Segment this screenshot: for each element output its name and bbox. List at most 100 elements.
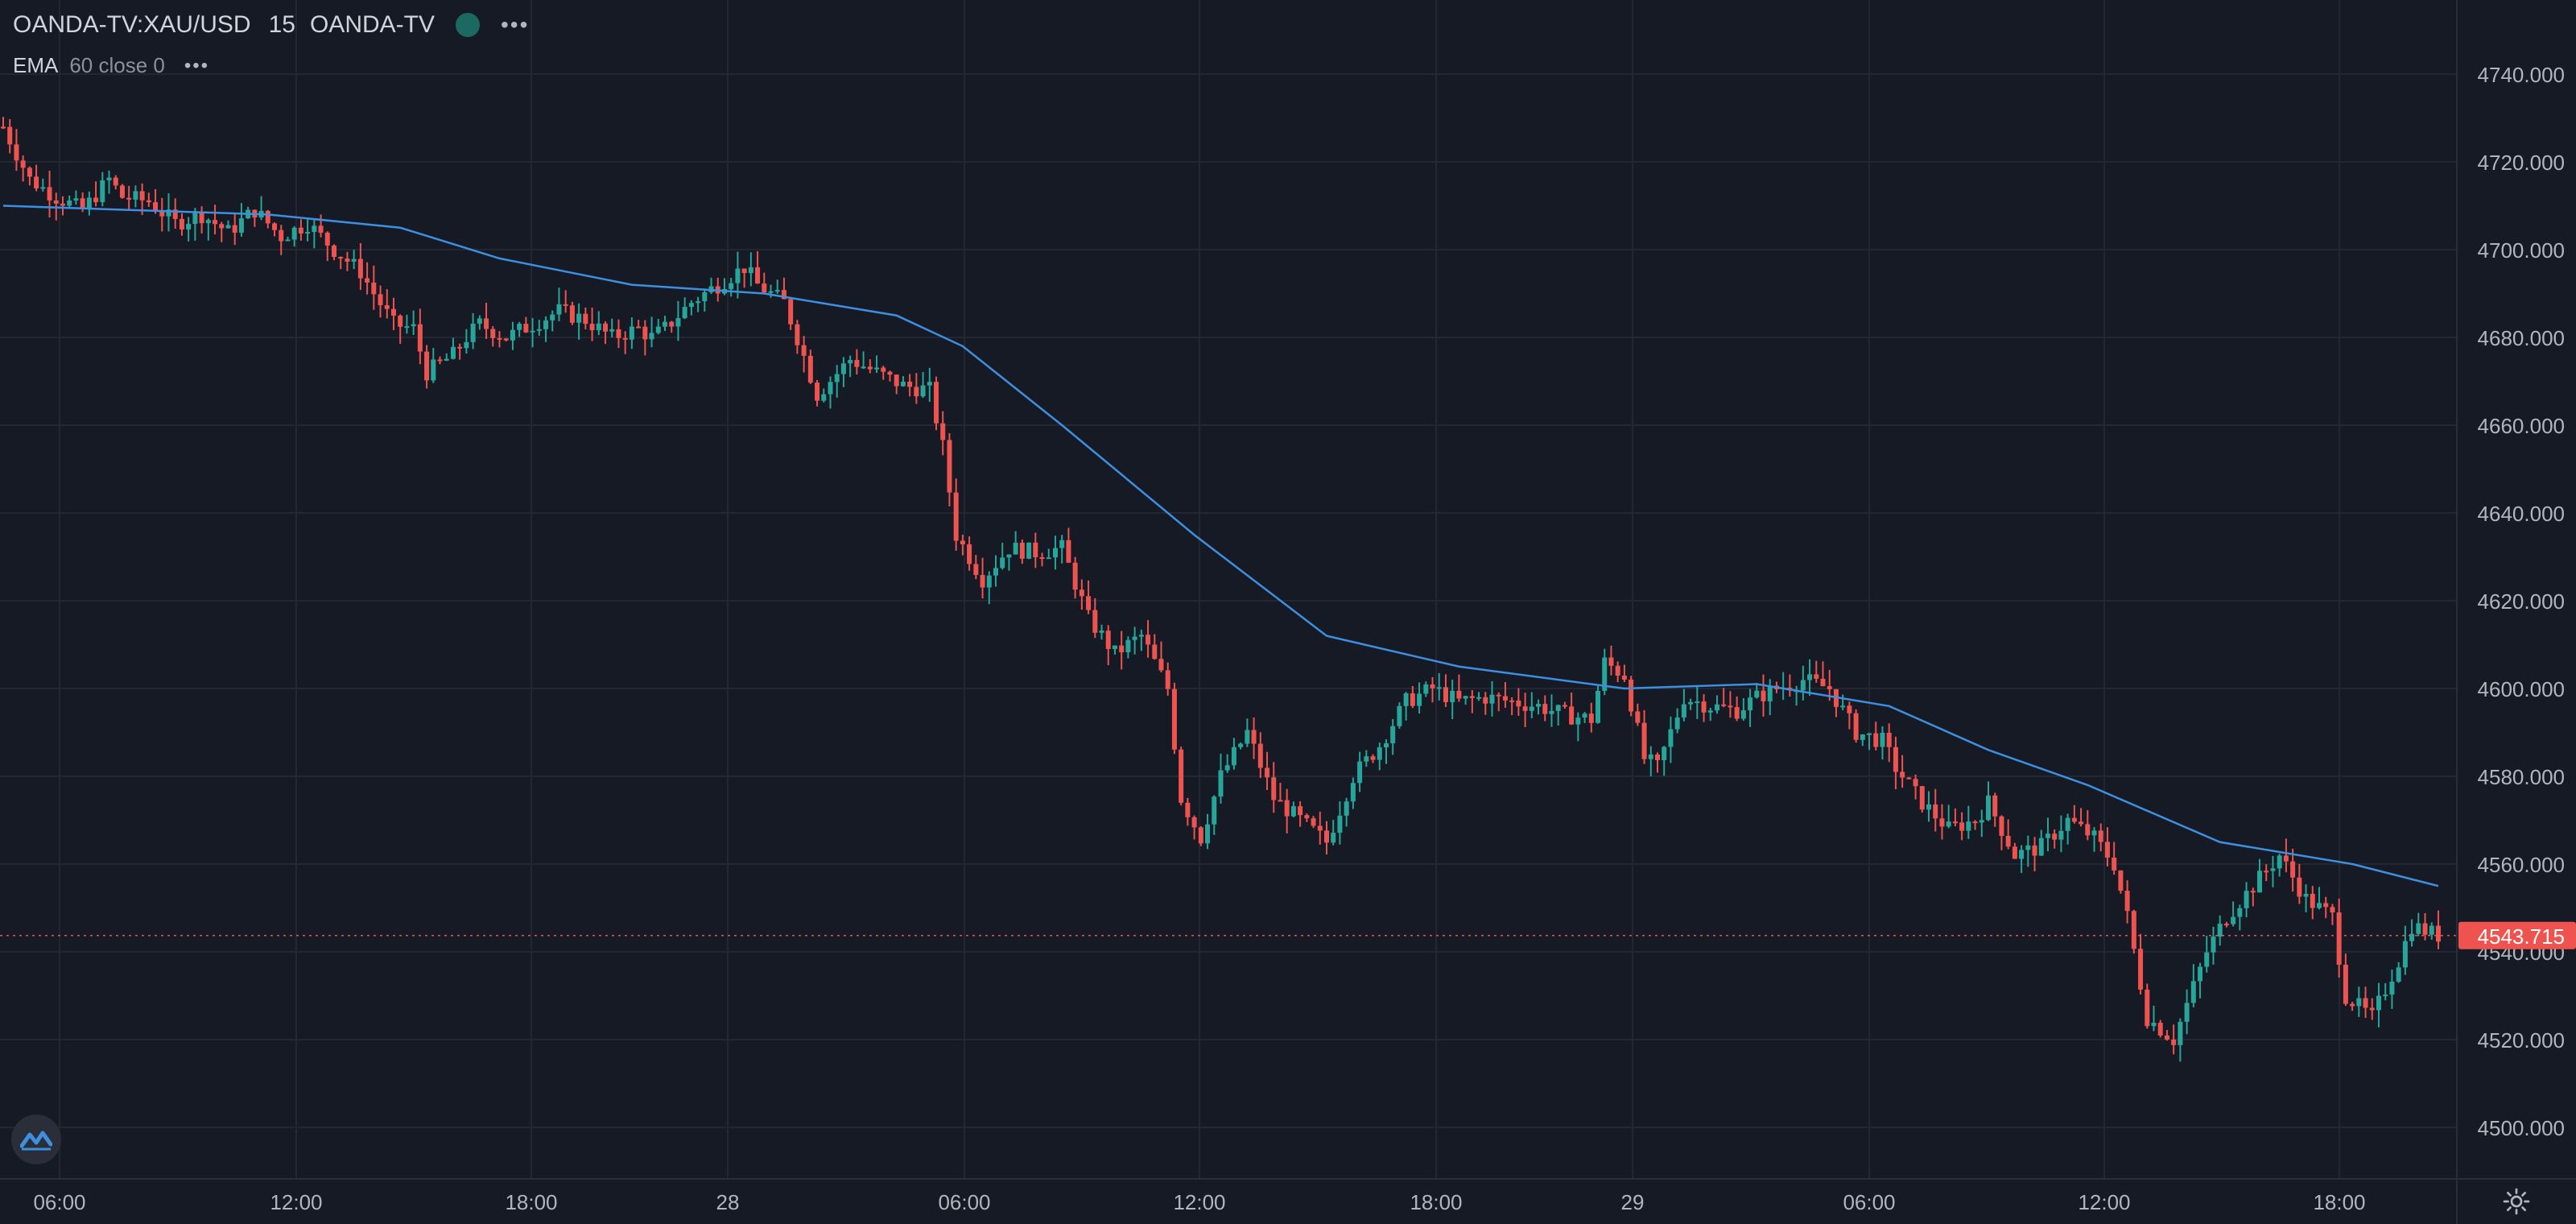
candle xyxy=(2363,986,2368,1019)
indicator-name[interactable]: EMA xyxy=(13,53,59,77)
candle xyxy=(1509,697,1515,716)
candle xyxy=(523,316,529,333)
candle xyxy=(1695,685,1700,719)
candle xyxy=(470,312,476,349)
candle xyxy=(801,336,807,373)
candle xyxy=(1655,752,1660,773)
candle xyxy=(1919,785,1925,813)
price-tick-label: 4520.000 xyxy=(2478,1028,2565,1052)
candle xyxy=(179,213,184,236)
candle xyxy=(953,478,959,551)
candle xyxy=(1364,750,1369,767)
candle xyxy=(2250,887,2256,907)
candle xyxy=(874,355,880,373)
candle xyxy=(616,319,621,349)
candle xyxy=(2356,986,2362,1017)
candle xyxy=(530,317,535,348)
candle xyxy=(510,321,515,350)
candle xyxy=(986,571,992,605)
symbol-label[interactable]: OANDA-TV:XAU/USD xyxy=(13,11,251,38)
candle xyxy=(1218,753,1224,804)
candle xyxy=(2171,1024,2177,1055)
candle xyxy=(2389,969,2395,1009)
candle xyxy=(947,433,952,507)
candle xyxy=(2151,1005,2157,1032)
candle xyxy=(1026,542,1032,560)
candle xyxy=(2376,982,2381,1028)
candle xyxy=(1972,820,1978,830)
candle xyxy=(980,557,985,599)
gear-icon[interactable] xyxy=(2502,1187,2531,1216)
time-tick-label: 18:00 xyxy=(2313,1190,2365,1214)
candle xyxy=(20,155,26,182)
candle xyxy=(1324,821,1329,855)
candle xyxy=(1946,804,1951,829)
candle xyxy=(398,314,403,344)
time-tick-label: 28 xyxy=(716,1190,740,1214)
candle xyxy=(1496,692,1501,712)
candle xyxy=(312,219,317,249)
candle xyxy=(1257,732,1263,779)
candle xyxy=(993,555,998,587)
candle xyxy=(881,366,886,380)
candle xyxy=(324,231,330,262)
candle xyxy=(1596,685,1601,724)
candle xyxy=(1979,809,1984,837)
candle xyxy=(2422,913,2428,941)
candle xyxy=(569,301,575,325)
price-tick-label: 4740.000 xyxy=(2478,63,2565,87)
indicator-more-button[interactable]: ••• xyxy=(184,54,210,76)
candle xyxy=(119,184,125,199)
candle xyxy=(166,193,171,232)
tradingview-logo-icon[interactable] xyxy=(11,1114,61,1164)
candle xyxy=(1900,755,1905,788)
legend-more-button[interactable]: ••• xyxy=(500,12,530,37)
candle xyxy=(1767,679,1773,716)
candle xyxy=(219,221,225,242)
candle xyxy=(2005,819,2011,850)
candle xyxy=(1450,679,1455,720)
candle xyxy=(2045,817,2050,852)
candle xyxy=(1066,527,1071,564)
candle xyxy=(556,287,562,321)
candle xyxy=(1992,792,1998,827)
candle xyxy=(2184,989,2190,1035)
candle xyxy=(1582,712,1587,724)
candle xyxy=(1099,624,1104,640)
market-status-icon[interactable] xyxy=(455,13,480,37)
candle xyxy=(86,191,92,216)
candle xyxy=(1245,718,1250,747)
price-tick-label: 4660.000 xyxy=(2478,414,2565,438)
candle xyxy=(2217,915,2223,946)
candle xyxy=(1152,634,1158,660)
candle xyxy=(907,374,913,397)
candle xyxy=(2071,804,2077,824)
candle xyxy=(1913,774,1918,800)
candle xyxy=(2435,910,2441,949)
candle xyxy=(2138,933,2144,995)
candle xyxy=(1641,709,1647,764)
candle xyxy=(1350,777,1356,809)
candle xyxy=(497,331,502,348)
candle xyxy=(1105,625,1111,666)
candle xyxy=(550,310,555,332)
candle xyxy=(1304,813,1310,822)
interval-label[interactable]: 15 xyxy=(268,11,295,38)
candle xyxy=(1734,696,1740,722)
candle xyxy=(2131,909,2136,954)
candle xyxy=(464,329,469,354)
candle xyxy=(1344,797,1349,827)
candle xyxy=(371,265,377,310)
ema-series xyxy=(2,205,2439,887)
candle xyxy=(1430,676,1435,703)
price-tick-label: 4700.000 xyxy=(2478,238,2565,263)
candle xyxy=(1443,674,1448,707)
price-tick-label: 4500.000 xyxy=(2478,1116,2565,1140)
candle xyxy=(1132,626,1137,655)
time-tick-label: 06:00 xyxy=(1843,1190,1895,1214)
candle xyxy=(338,256,344,270)
time-tick-label: 29 xyxy=(1621,1190,1645,1214)
candle xyxy=(291,225,297,247)
candle xyxy=(1198,825,1203,846)
